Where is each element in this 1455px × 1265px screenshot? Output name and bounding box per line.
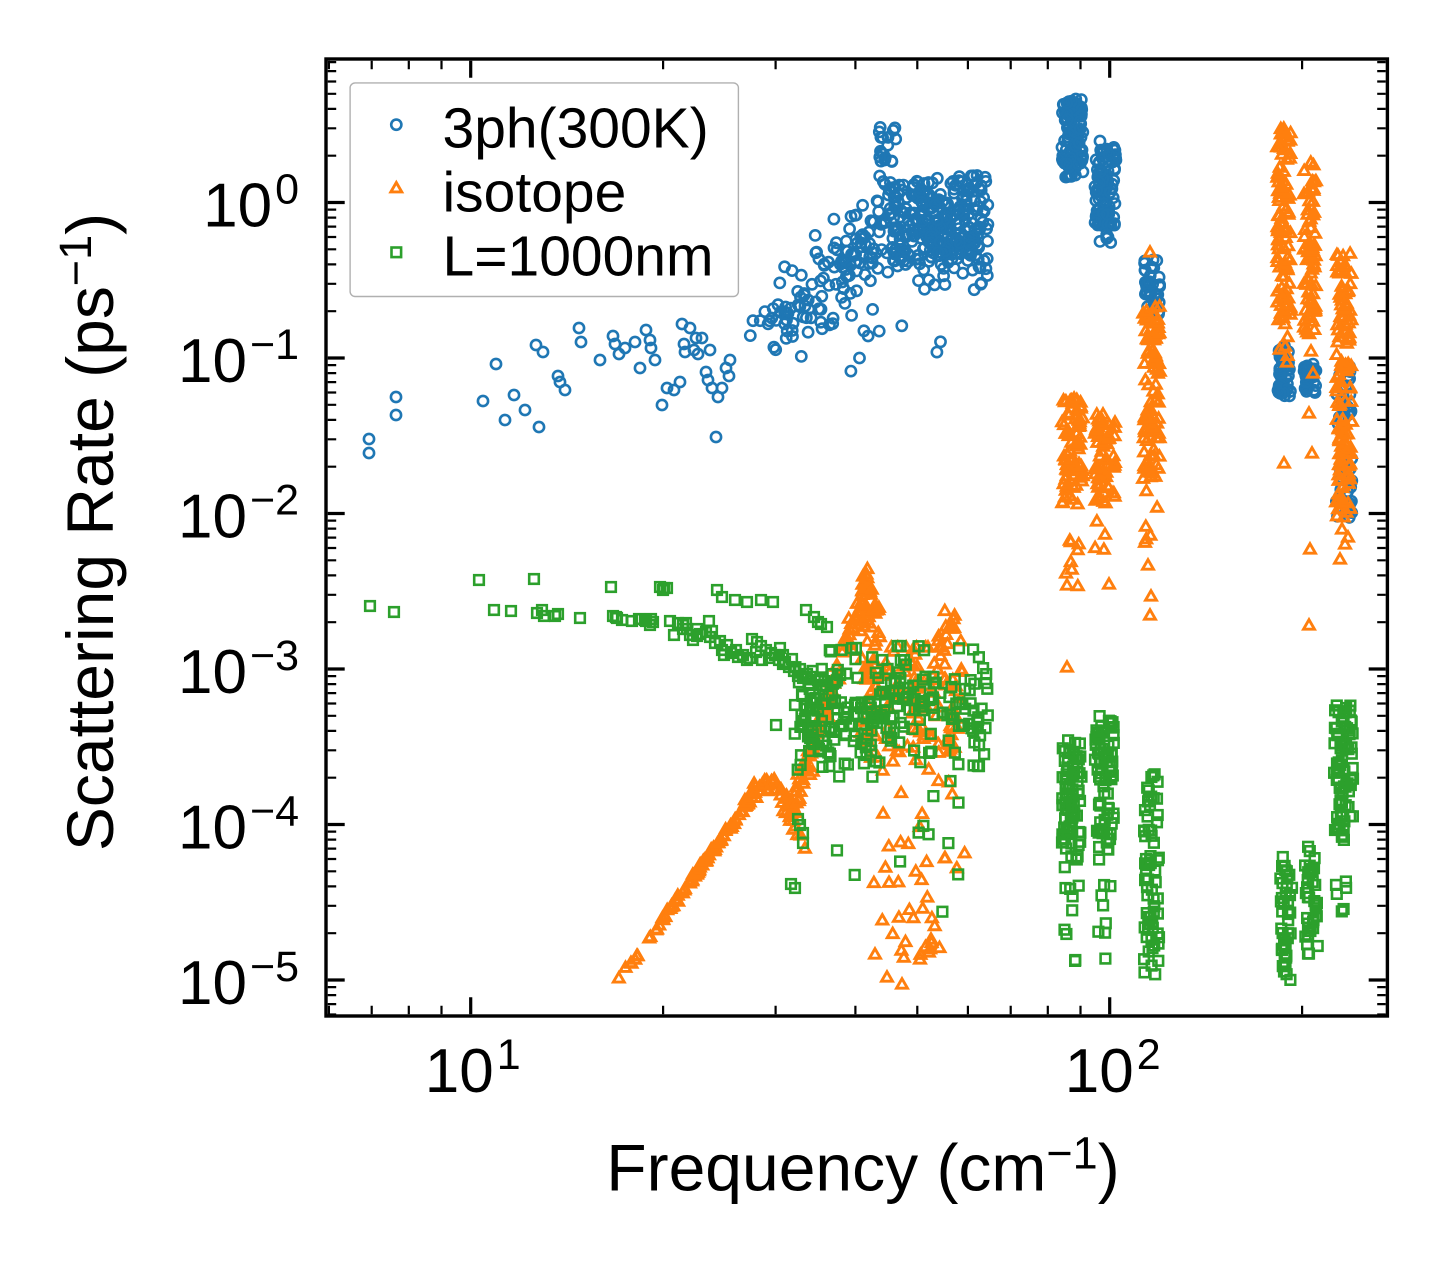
svg-text:isotope: isotope [443,161,627,225]
svg-text:Scattering Rate (ps−1): Scattering Rate (ps−1) [50,213,127,851]
svg-text:Frequency (cm−1): Frequency (cm−1) [606,1128,1119,1205]
svg-text:100: 100 [203,166,299,241]
svg-text:10−5: 10−5 [178,943,299,1018]
svg-text:3ph(300K): 3ph(300K) [443,97,709,161]
svg-text:10−4: 10−4 [178,788,299,863]
svg-text:L=1000nm: L=1000nm [443,225,714,289]
